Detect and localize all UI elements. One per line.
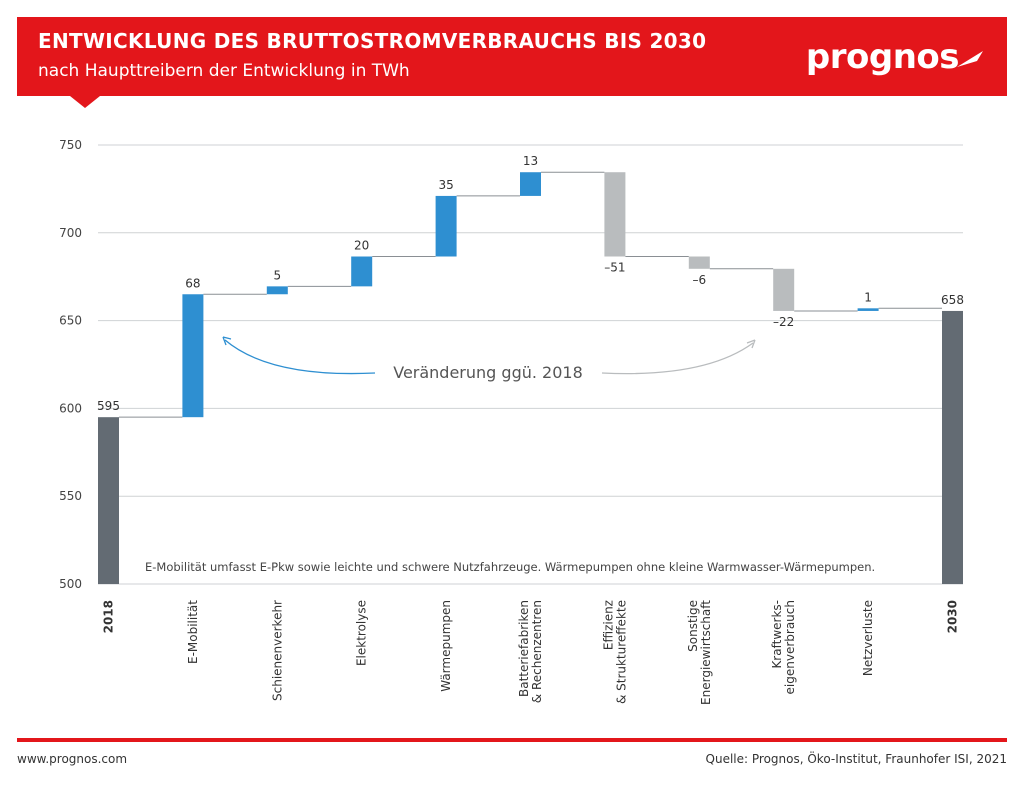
value-label: 658 — [941, 293, 964, 307]
bar-elektrolyse — [351, 256, 373, 287]
value-label: 595 — [97, 399, 120, 413]
category-label: Effizienz — [601, 600, 615, 650]
value-label: 13 — [523, 154, 538, 168]
category-label: & Struktureffekte — [614, 600, 628, 704]
category-label: Energiewirtschaft — [699, 600, 713, 705]
value-label: 35 — [438, 178, 453, 192]
footer-website[interactable]: www.prognos.com — [17, 752, 128, 766]
category-label: Netzverluste — [861, 600, 875, 676]
bar-sonstige-energiewirtschaft — [688, 256, 710, 269]
category-label: Schienenverkehr — [270, 600, 284, 701]
header-notch — [70, 96, 100, 108]
bar-effizienz-struktureffekte — [604, 172, 626, 257]
annotation-layer: Veränderung ggü. 2018 E-Mobilität umfass… — [145, 336, 875, 574]
category-label: 2018 — [102, 600, 116, 633]
arrow-left-head-icon — [222, 336, 232, 346]
header-banner: ENTWICKLUNG DES BRUTTOSTROMVERBRAUCHS BI… — [17, 17, 1007, 96]
bar-kraftwerks-eigenverbrauch — [773, 268, 795, 311]
category-label: Sonstige — [686, 600, 700, 652]
label-layer: 595 2018 68 E-Mobilität 5 Schienenverkehr 20 El… — [97, 154, 964, 705]
footer-source: Quelle: Prognos, Öko-Institut, Fraunhofe… — [705, 752, 1007, 766]
category-label: 2030 — [946, 600, 960, 633]
category-label: eigenverbrauch — [783, 600, 797, 694]
chart-subtitle: nach Haupttreibern der Entwicklung in TW… — [38, 61, 410, 81]
arrow-right-curve — [601, 342, 754, 375]
y-tick-label: 650 — [59, 314, 82, 328]
y-tick-label: 750 — [59, 138, 82, 152]
arrow-left-curve — [224, 339, 376, 375]
value-label: –51 — [604, 261, 625, 275]
bar-e-mobilit-t — [182, 294, 204, 418]
chart-footnote: E-Mobilität umfasst E-Pkw sowie leichte … — [145, 560, 875, 574]
value-label: 20 — [354, 239, 369, 253]
y-tick-label: 700 — [59, 226, 82, 240]
bar-2018 — [98, 417, 119, 584]
value-label: 1 — [864, 290, 872, 304]
value-label: 68 — [185, 276, 200, 290]
chart-title: ENTWICKLUNG DES BRUTTOSTROMVERBRAUCHS BI… — [38, 29, 707, 53]
grid-layer: 500 550 600 650 700 750 — [59, 138, 963, 591]
category-label: Elektrolyse — [355, 600, 369, 666]
value-label: 5 — [273, 268, 281, 282]
y-tick-label: 550 — [59, 489, 82, 503]
category-label: & Rechenzentren — [530, 600, 544, 703]
category-label: Kraftwerks- — [770, 600, 784, 669]
prognos-logo: prognos — [805, 37, 960, 77]
bar-w-rmepumpen — [435, 195, 457, 257]
change-annotation: Veränderung ggü. 2018 — [393, 363, 583, 382]
bar-2030 — [942, 310, 963, 584]
y-tick-label: 600 — [59, 401, 82, 415]
logo-swoosh-icon — [957, 51, 983, 67]
bar-batteriefabriken-rechenzentren — [520, 172, 541, 196]
category-label: Wärmepumpen — [439, 600, 453, 692]
bar-netzverluste — [857, 308, 879, 311]
bar-layer — [98, 172, 963, 584]
footer-divider — [17, 738, 1007, 742]
y-tick-label: 500 — [59, 577, 82, 591]
bar-schienenverkehr — [266, 286, 288, 295]
arrow-right-head-icon — [746, 339, 756, 349]
category-label: Batteriefabriken — [517, 600, 531, 697]
category-label: E-Mobilität — [186, 600, 200, 664]
connector-layer — [119, 171, 942, 418]
value-label: –22 — [773, 315, 794, 329]
value-label: –6 — [692, 273, 706, 287]
